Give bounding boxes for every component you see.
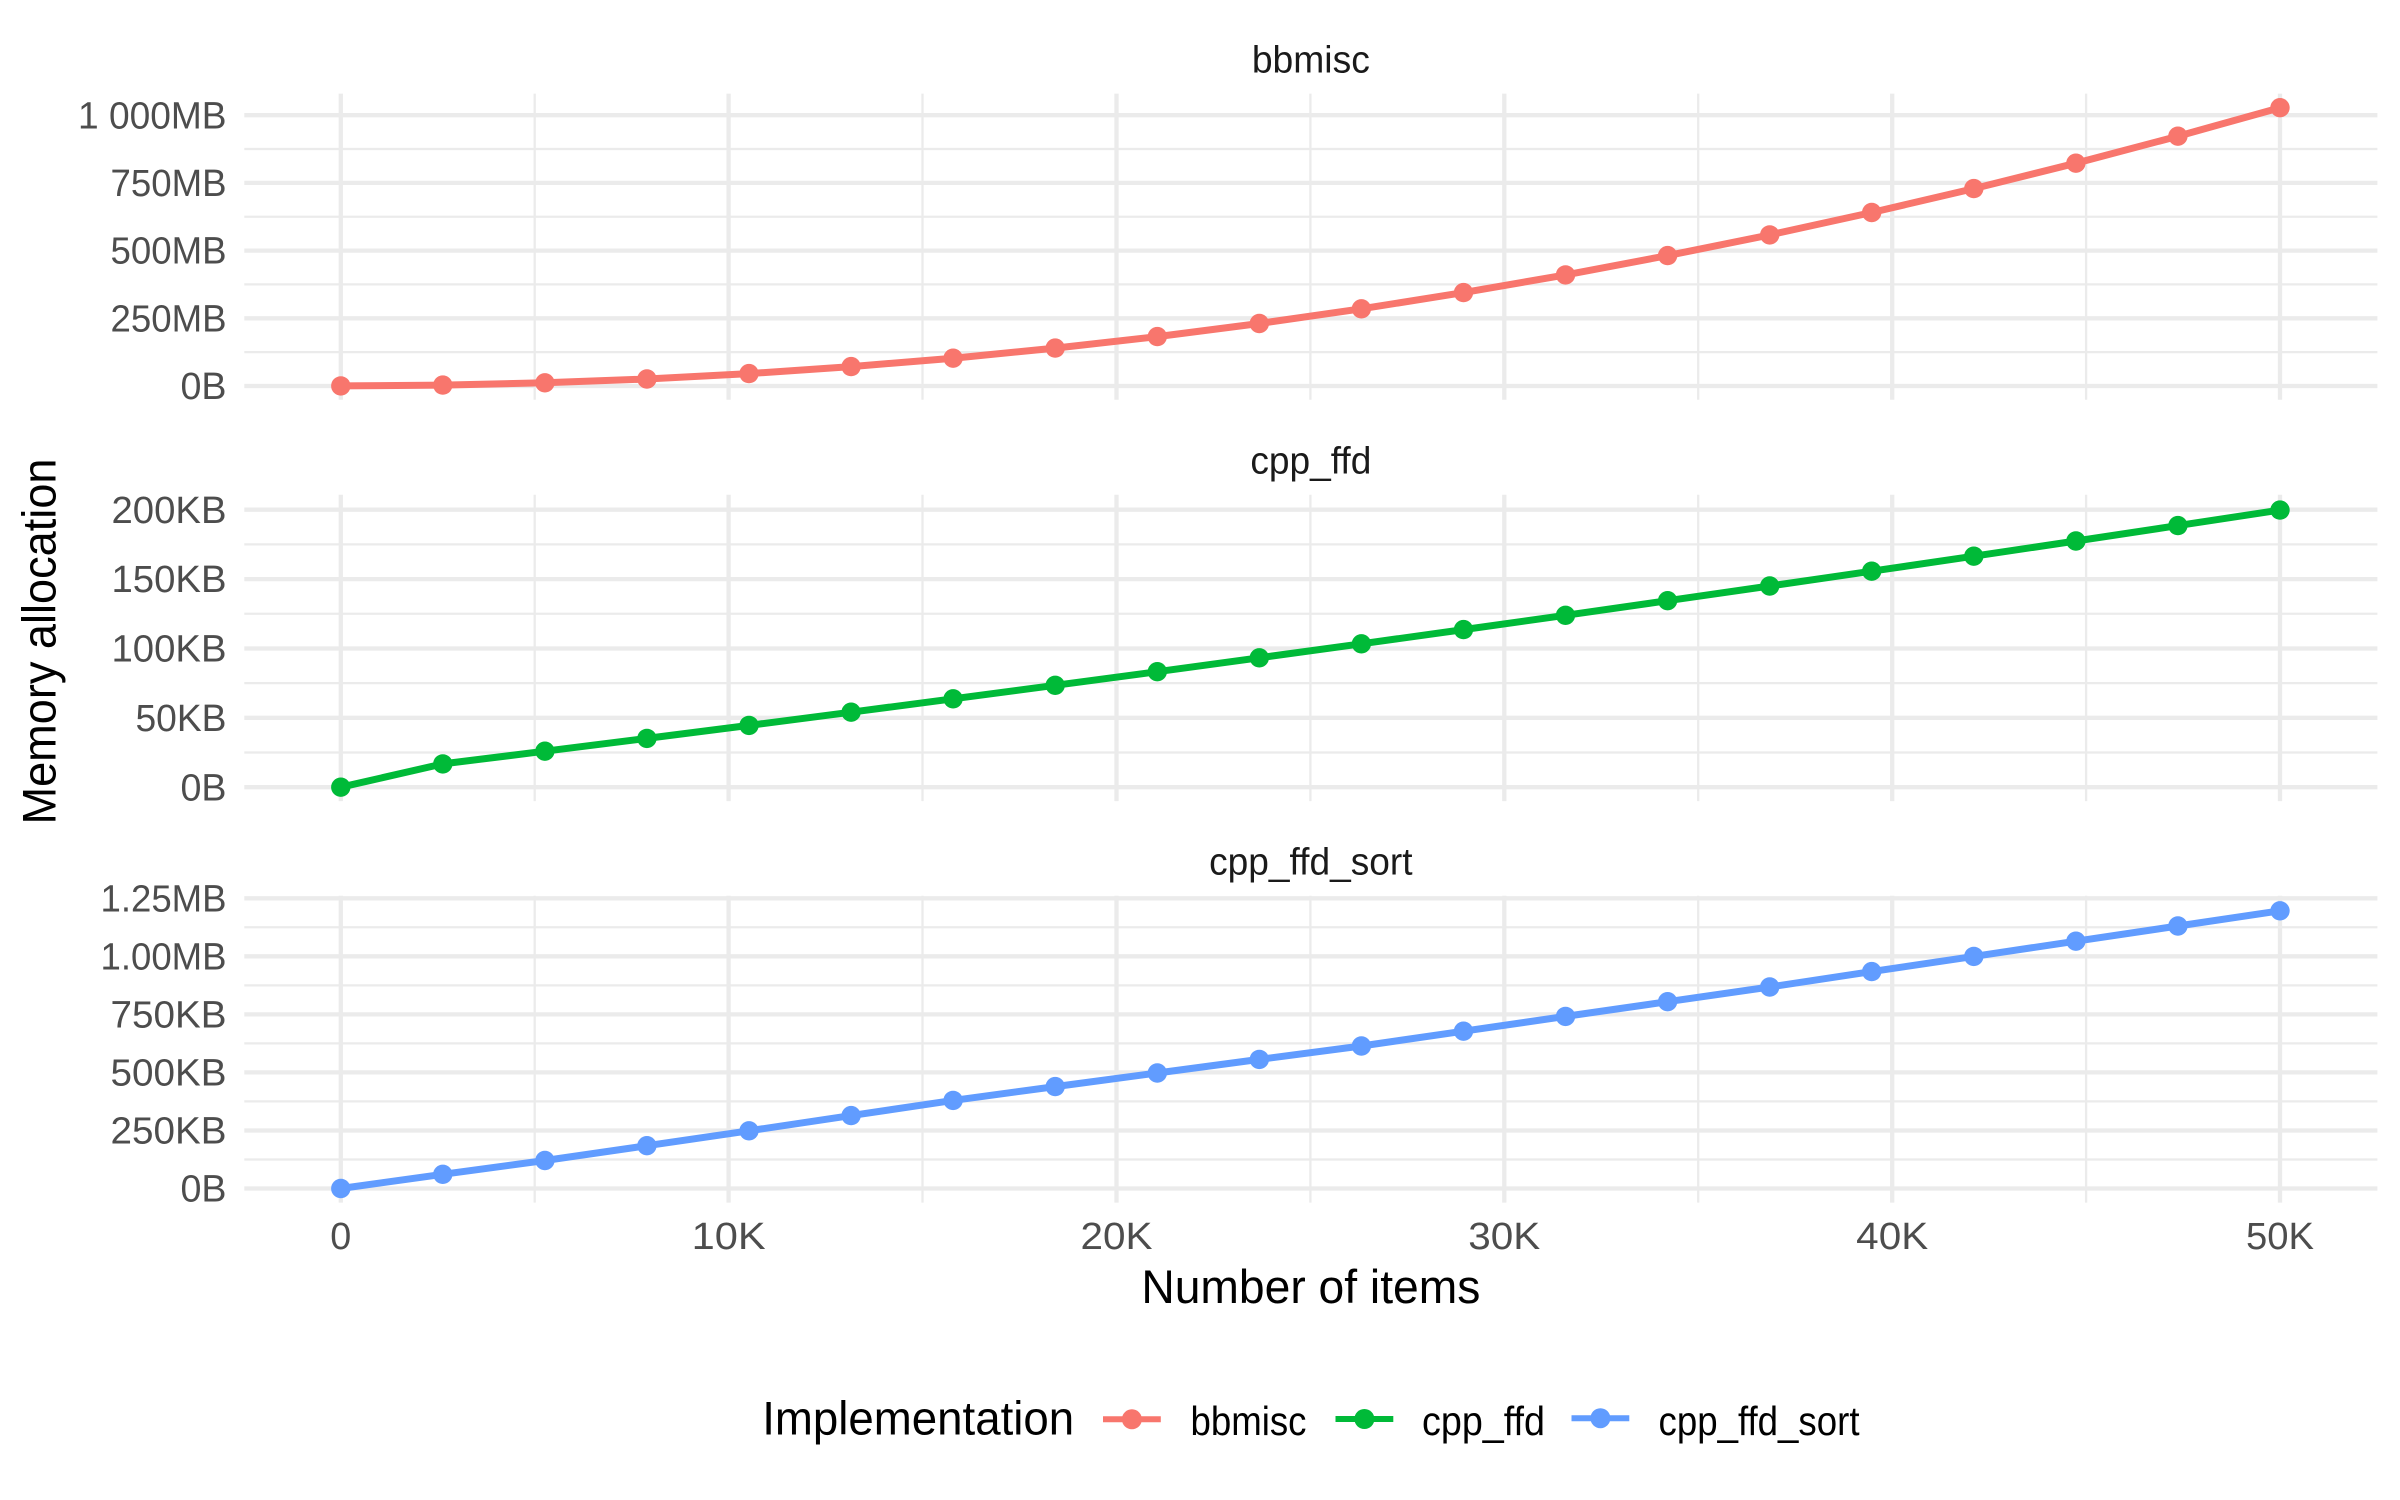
- svg-text:0B: 0B: [181, 366, 227, 408]
- svg-text:500KB: 500KB: [111, 1053, 227, 1095]
- svg-text:500MB: 500MB: [111, 231, 227, 273]
- svg-text:200KB: 200KB: [112, 490, 227, 532]
- svg-text:Implementation: Implementation: [762, 1392, 1074, 1445]
- svg-text:150KB: 150KB: [112, 559, 227, 601]
- svg-text:50KB: 50KB: [136, 698, 227, 740]
- svg-text:0: 0: [330, 1216, 351, 1258]
- svg-text:bbmisc: bbmisc: [1252, 40, 1370, 82]
- svg-text:Memory allocation: Memory allocation: [13, 459, 66, 825]
- svg-text:Number of items: Number of items: [1141, 1260, 1480, 1313]
- svg-text:bbmisc: bbmisc: [1191, 1398, 1307, 1444]
- svg-text:10K: 10K: [692, 1216, 766, 1258]
- svg-text:750MB: 750MB: [111, 163, 227, 205]
- svg-text:cpp_ffd_sort: cpp_ffd_sort: [1659, 1398, 1861, 1444]
- svg-text:1.00MB: 1.00MB: [101, 936, 227, 978]
- svg-text:1.25MB: 1.25MB: [101, 878, 227, 920]
- svg-text:cpp_ffd: cpp_ffd: [1422, 1398, 1545, 1444]
- svg-text:0B: 0B: [181, 1169, 227, 1211]
- svg-text:50K: 50K: [2246, 1216, 2314, 1258]
- svg-text:30K: 30K: [1468, 1216, 1540, 1258]
- svg-text:40K: 40K: [1856, 1216, 1928, 1258]
- svg-text:cpp_ffd_sort: cpp_ffd_sort: [1209, 842, 1413, 884]
- svg-text:250MB: 250MB: [111, 298, 227, 340]
- svg-text:cpp_ffd: cpp_ffd: [1250, 441, 1371, 483]
- svg-text:250KB: 250KB: [111, 1111, 227, 1153]
- svg-text:100KB: 100KB: [112, 629, 227, 671]
- svg-text:1 000MB: 1 000MB: [78, 95, 227, 137]
- svg-text:20K: 20K: [1081, 1216, 1153, 1258]
- svg-text:750KB: 750KB: [111, 994, 227, 1036]
- svg-text:0B: 0B: [181, 767, 227, 809]
